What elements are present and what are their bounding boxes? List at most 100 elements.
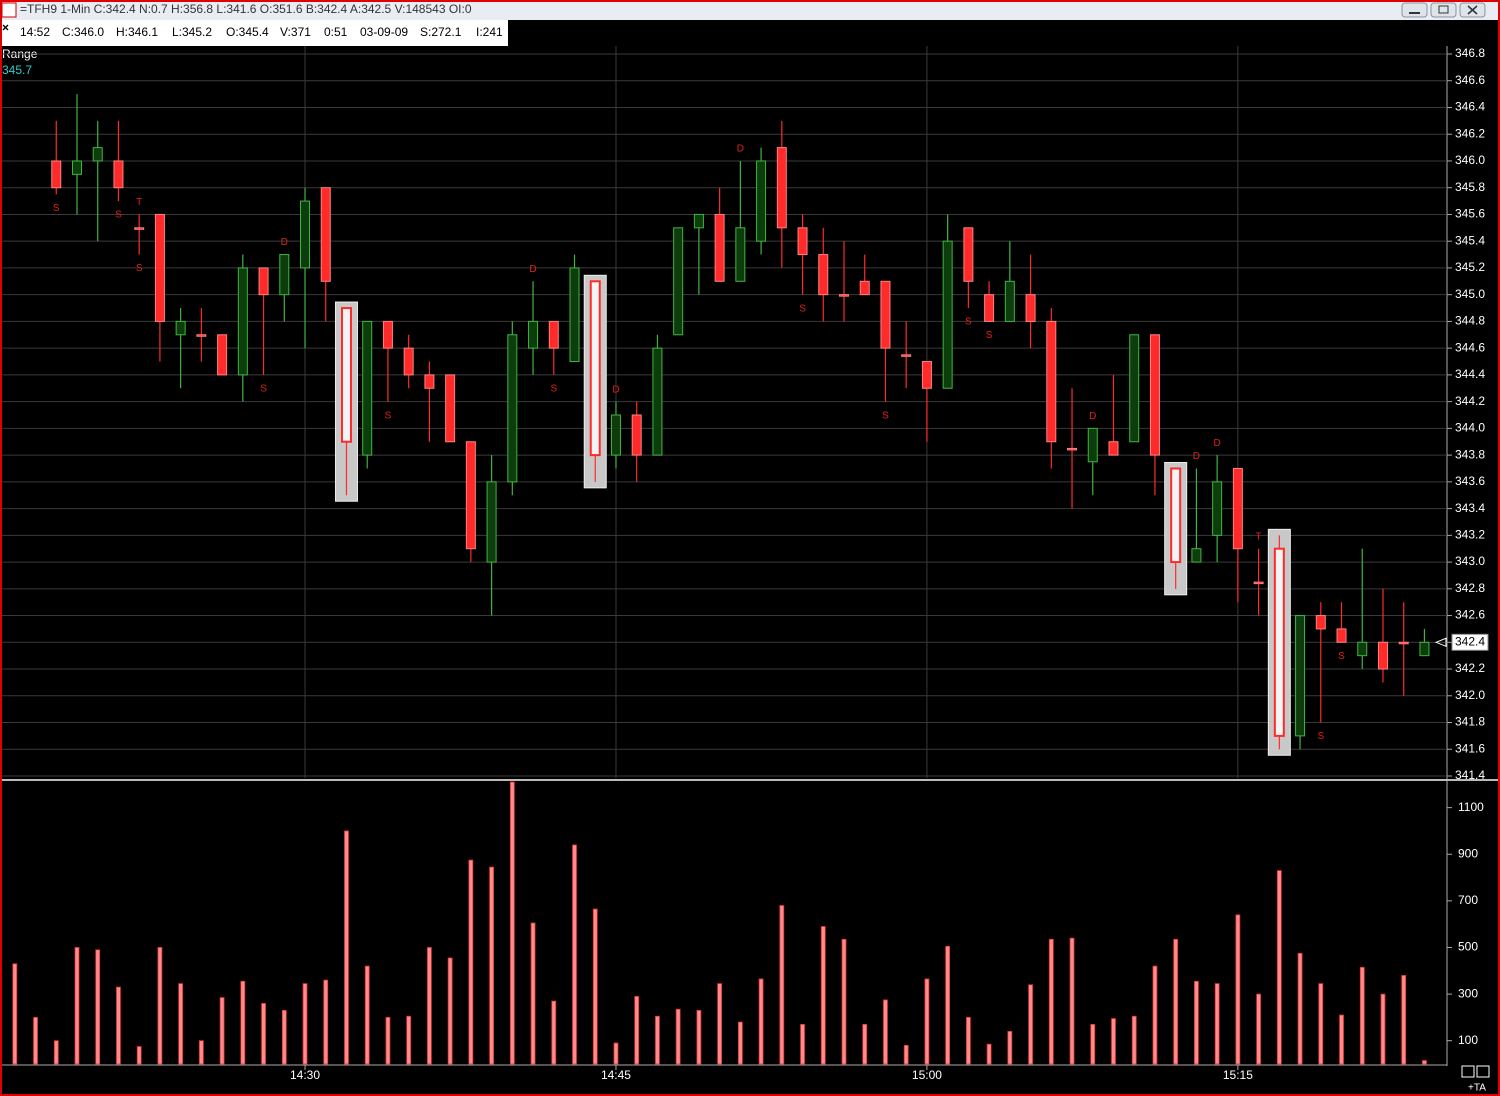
candle-body xyxy=(1295,615,1306,737)
candle-body xyxy=(1108,441,1119,456)
signal-label: S xyxy=(986,330,993,341)
volume-bar xyxy=(551,1000,557,1065)
candle-body xyxy=(1357,641,1368,657)
volume-bar xyxy=(1422,1060,1427,1065)
signal-label: S xyxy=(115,210,122,221)
y-tick-label: 500 xyxy=(1458,940,1478,954)
info-item: V:371 xyxy=(280,25,311,39)
volume-bar xyxy=(1276,870,1282,1065)
candle-body xyxy=(154,213,165,322)
volume-bar xyxy=(33,1016,38,1065)
candle-body xyxy=(735,227,746,282)
info-item: H:346.1 xyxy=(116,25,158,39)
volume-bar xyxy=(1256,993,1261,1065)
signal-label: S xyxy=(136,263,143,274)
y-tick-label: 346.6 xyxy=(1455,73,1485,87)
candle-body xyxy=(1149,334,1160,456)
y-tick-label: 343.8 xyxy=(1455,447,1485,461)
volume-bar xyxy=(261,1003,266,1065)
volume-bar xyxy=(530,922,536,1065)
last-price-pointer xyxy=(1434,637,1447,648)
candle-body xyxy=(839,294,849,297)
y-tick-label: 344.6 xyxy=(1455,340,1485,354)
y-tick-label: 342.0 xyxy=(1455,688,1485,702)
volume-bar xyxy=(468,859,474,1065)
info-item: I:241 xyxy=(476,25,503,39)
candle-body xyxy=(610,414,621,456)
candle-body xyxy=(1232,467,1243,550)
volume-bar xyxy=(572,844,577,1065)
signal-label: D xyxy=(737,144,744,155)
candle-body xyxy=(1253,581,1264,585)
candle-body xyxy=(486,481,497,563)
signal-label: S xyxy=(799,303,806,314)
candle-body xyxy=(175,320,186,336)
candle-body xyxy=(963,227,974,282)
candle-body xyxy=(279,254,290,296)
candle-body xyxy=(1398,641,1409,645)
volume-bar xyxy=(1007,1030,1013,1065)
panel-button[interactable] xyxy=(1476,1065,1490,1078)
volume-bar xyxy=(1111,1018,1116,1065)
signal-label: S xyxy=(550,384,557,395)
volume-bar xyxy=(136,1046,142,1065)
signal-label: D xyxy=(1089,411,1096,422)
info-items: 14:52 C:346.0 H:346.1 L:345.2 O:345.4 V:371 0:… xyxy=(20,25,503,39)
y-tick-label: 343.6 xyxy=(1455,474,1485,488)
info-close[interactable] xyxy=(2,24,9,31)
candle-body xyxy=(1004,280,1015,322)
volume-bar xyxy=(945,945,951,1065)
candle-body xyxy=(424,374,435,389)
volume-bar xyxy=(696,1009,702,1065)
candle-body xyxy=(300,200,311,269)
volume-bar xyxy=(1380,993,1386,1065)
last-price-label: 342.4 xyxy=(1455,634,1485,648)
volume-bar xyxy=(198,1040,204,1065)
volume-bar xyxy=(53,1040,59,1065)
candle-body xyxy=(217,334,228,376)
x-tick-label: 14:45 xyxy=(601,1068,631,1082)
signal-label: T xyxy=(136,197,142,208)
volume-bar xyxy=(116,986,121,1065)
volume-bar xyxy=(634,996,640,1065)
candle-body xyxy=(673,227,684,336)
window-buttons xyxy=(1401,2,1486,18)
candle-body xyxy=(340,307,352,443)
volume-bar xyxy=(1235,914,1241,1065)
x-tick-label: 15:00 xyxy=(912,1068,942,1082)
minimize-button[interactable] xyxy=(1401,2,1428,18)
volume-bar xyxy=(344,830,349,1065)
y-tick-label: 346.2 xyxy=(1455,126,1485,140)
app-icon[interactable] xyxy=(1,2,17,18)
candle-body xyxy=(1419,641,1430,657)
volume-bar xyxy=(903,1044,909,1065)
candle-body xyxy=(589,280,601,457)
candle-body xyxy=(631,414,642,456)
panel-button[interactable] xyxy=(1461,1065,1475,1078)
candle-body xyxy=(714,213,725,282)
y-tick-label: 343.0 xyxy=(1455,554,1485,568)
indicator-value: 345.7 xyxy=(2,63,32,77)
restore-button[interactable] xyxy=(1430,2,1457,18)
signal-label: S xyxy=(53,203,60,214)
volume-bar xyxy=(406,1015,412,1065)
signal-label: S xyxy=(965,317,972,328)
signal-label: S xyxy=(260,384,267,395)
volume-bar xyxy=(592,908,598,1065)
candle-body xyxy=(1273,547,1285,737)
candle-body xyxy=(92,147,103,162)
candle-body xyxy=(652,347,663,456)
y-tick-label: 344.4 xyxy=(1455,367,1485,381)
volume-bar xyxy=(1297,952,1303,1065)
y-tick-label: 344.8 xyxy=(1455,314,1485,328)
volume-bar xyxy=(820,926,826,1065)
volume-bar xyxy=(1090,1023,1096,1065)
y-tick-label: 346.8 xyxy=(1455,46,1485,60)
volume-bar xyxy=(883,999,888,1065)
volume-bar xyxy=(841,938,847,1065)
info-item: 0:51 xyxy=(324,25,348,39)
candle-body xyxy=(1212,481,1223,536)
